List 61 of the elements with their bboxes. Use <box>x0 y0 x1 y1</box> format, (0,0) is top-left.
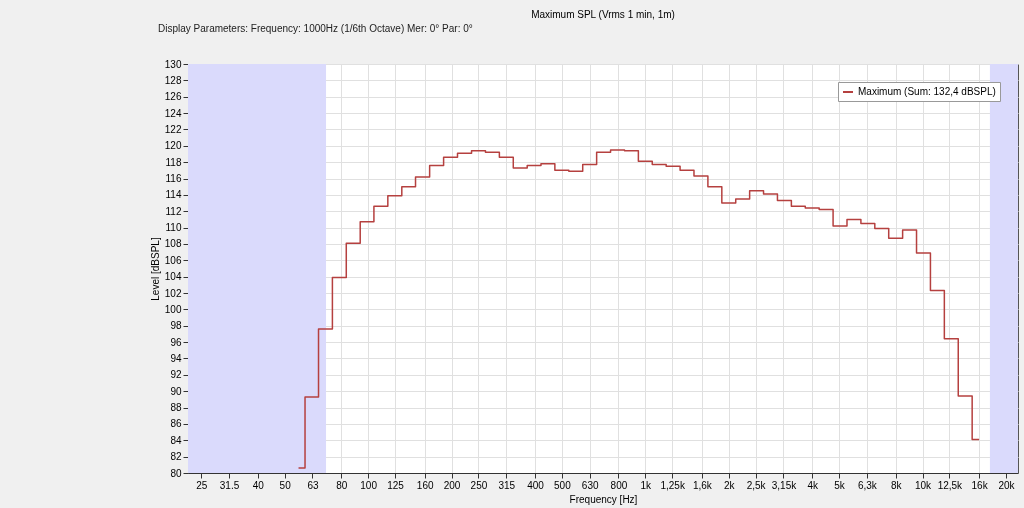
x-tick-label: 500 <box>554 479 572 491</box>
text: Display Parameters: Frequency: 1000Hz (1/6th Octave) Mer: 0° Par: 0° <box>158 23 473 34</box>
x-tick-label: 6,3k <box>857 479 878 491</box>
x-tick-label: 31.5 <box>219 479 240 491</box>
y-axis-title: Level [dBSPL] <box>149 237 161 301</box>
x-tick-label: 250 <box>470 479 488 491</box>
x-tick-label: 80 <box>336 479 348 491</box>
y-tick-label: 124 <box>164 107 182 119</box>
x-tick-label: 12,5k <box>937 479 964 491</box>
x-tick-label: 5k <box>834 479 846 491</box>
x-tick-label: 50 <box>279 479 292 491</box>
x-tick-label: 16k <box>971 479 989 491</box>
y-tick-label: 126 <box>164 91 182 103</box>
x-tick-label: 1,25k <box>660 479 686 491</box>
x-tick-label: 200 <box>443 479 461 491</box>
y-tick-label: 102 <box>164 287 182 299</box>
x-tick-label: 100 <box>360 479 378 491</box>
y-tick-label: 114 <box>165 189 182 201</box>
y-tick-label: 120 <box>164 140 182 152</box>
x-tick-label: 800 <box>610 479 628 491</box>
x-tick-label: 160 <box>416 479 434 491</box>
y-tick-label: 128 <box>164 74 182 86</box>
x-tick-label: 3,15k <box>771 479 798 491</box>
y-tick-label: 98 <box>170 320 182 332</box>
x-tick-label: 2k <box>723 479 736 491</box>
x-tick-label: 8k <box>890 479 903 491</box>
x-tick-label: 63 <box>307 479 319 491</box>
y-tick-label: 92 <box>170 369 182 381</box>
x-axis-title: Frequency [Hz] <box>569 493 638 505</box>
y-tick-label: 86 <box>170 418 182 430</box>
x-tick-label: 1k <box>640 479 653 491</box>
x-tick-label: 20k <box>998 479 1016 491</box>
y-tick-label: 116 <box>165 173 182 185</box>
y-tick-label: 108 <box>164 238 182 250</box>
x-tick-label: 630 <box>581 479 599 491</box>
y-tick-label: 106 <box>164 254 182 266</box>
x-tick-label: 1,6k <box>692 479 713 491</box>
y-tick-label: 130 <box>164 58 182 70</box>
x-tick-label: 25 <box>196 479 208 491</box>
x-tick-label: 10k <box>914 479 933 491</box>
y-tick-label: 88 <box>170 402 182 414</box>
y-tick-label: 112 <box>165 205 182 217</box>
y-tick-label: 96 <box>170 336 182 348</box>
x-tick-label: 400 <box>527 479 545 491</box>
y-tick-label: 118 <box>165 156 182 168</box>
y-tick-label: 82 <box>170 451 182 463</box>
y-tick-label: 104 <box>164 271 182 283</box>
y-tick-label: 110 <box>165 222 182 234</box>
y-tick-label: 94 <box>170 352 182 364</box>
y-tick-label: 84 <box>170 434 182 446</box>
x-tick-label: 4k <box>807 479 819 491</box>
legend-label: Maximum (Sum: 132,4 dBSPL) <box>858 86 996 97</box>
chart-title: Maximum SPL (Vrms 1 min, 1m) <box>531 9 675 20</box>
y-tick-label: 100 <box>164 303 182 315</box>
x-tick-label: 2,5k <box>746 479 767 491</box>
y-tick-label: 90 <box>170 385 182 397</box>
x-tick-label: 125 <box>387 479 405 491</box>
x-tick-label: 40 <box>252 479 265 491</box>
y-tick-label: 122 <box>164 123 182 135</box>
y-tick-label: 80 <box>170 467 182 479</box>
x-tick-label: 315 <box>498 479 516 491</box>
